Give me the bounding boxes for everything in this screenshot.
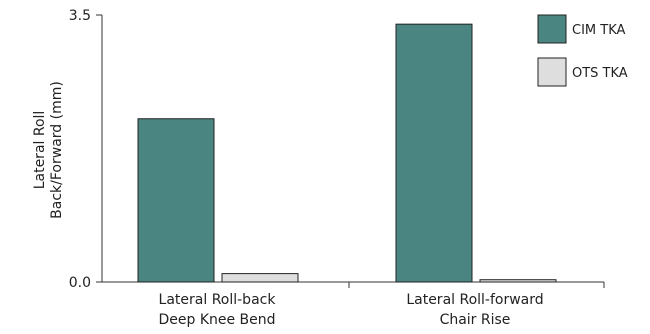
legend-swatch (537, 57, 567, 87)
bar-ots-tka-1 (479, 279, 557, 283)
labels: Lateral Roll-back Deep Knee Bend Lateral R… (158, 292, 543, 328)
legend-label: CIM TKA (572, 23, 625, 38)
category-label: Lateral Roll-forward Chair Rise (406, 292, 543, 328)
bar-cim-tka-1 (395, 23, 473, 283)
axes: 0.0 3.5 Lateral RollBack/Forward (mm) (32, 8, 605, 291)
bars (137, 23, 557, 283)
bar-ots-tka-0 (221, 273, 299, 283)
legend: CIM TKA OTS TKA (537, 14, 628, 87)
category-label: Lateral Roll-back Deep Knee Bend (158, 292, 276, 328)
legend-label: OTS TKA (572, 66, 628, 81)
bar-cim-tka-0 (137, 118, 215, 283)
y-tick-label: 0.0 (69, 275, 91, 291)
y-axis-label: Lateral RollBack/Forward (mm) (32, 81, 65, 219)
y-tick-label: 3.5 (69, 8, 91, 24)
legend-swatch (537, 14, 567, 44)
